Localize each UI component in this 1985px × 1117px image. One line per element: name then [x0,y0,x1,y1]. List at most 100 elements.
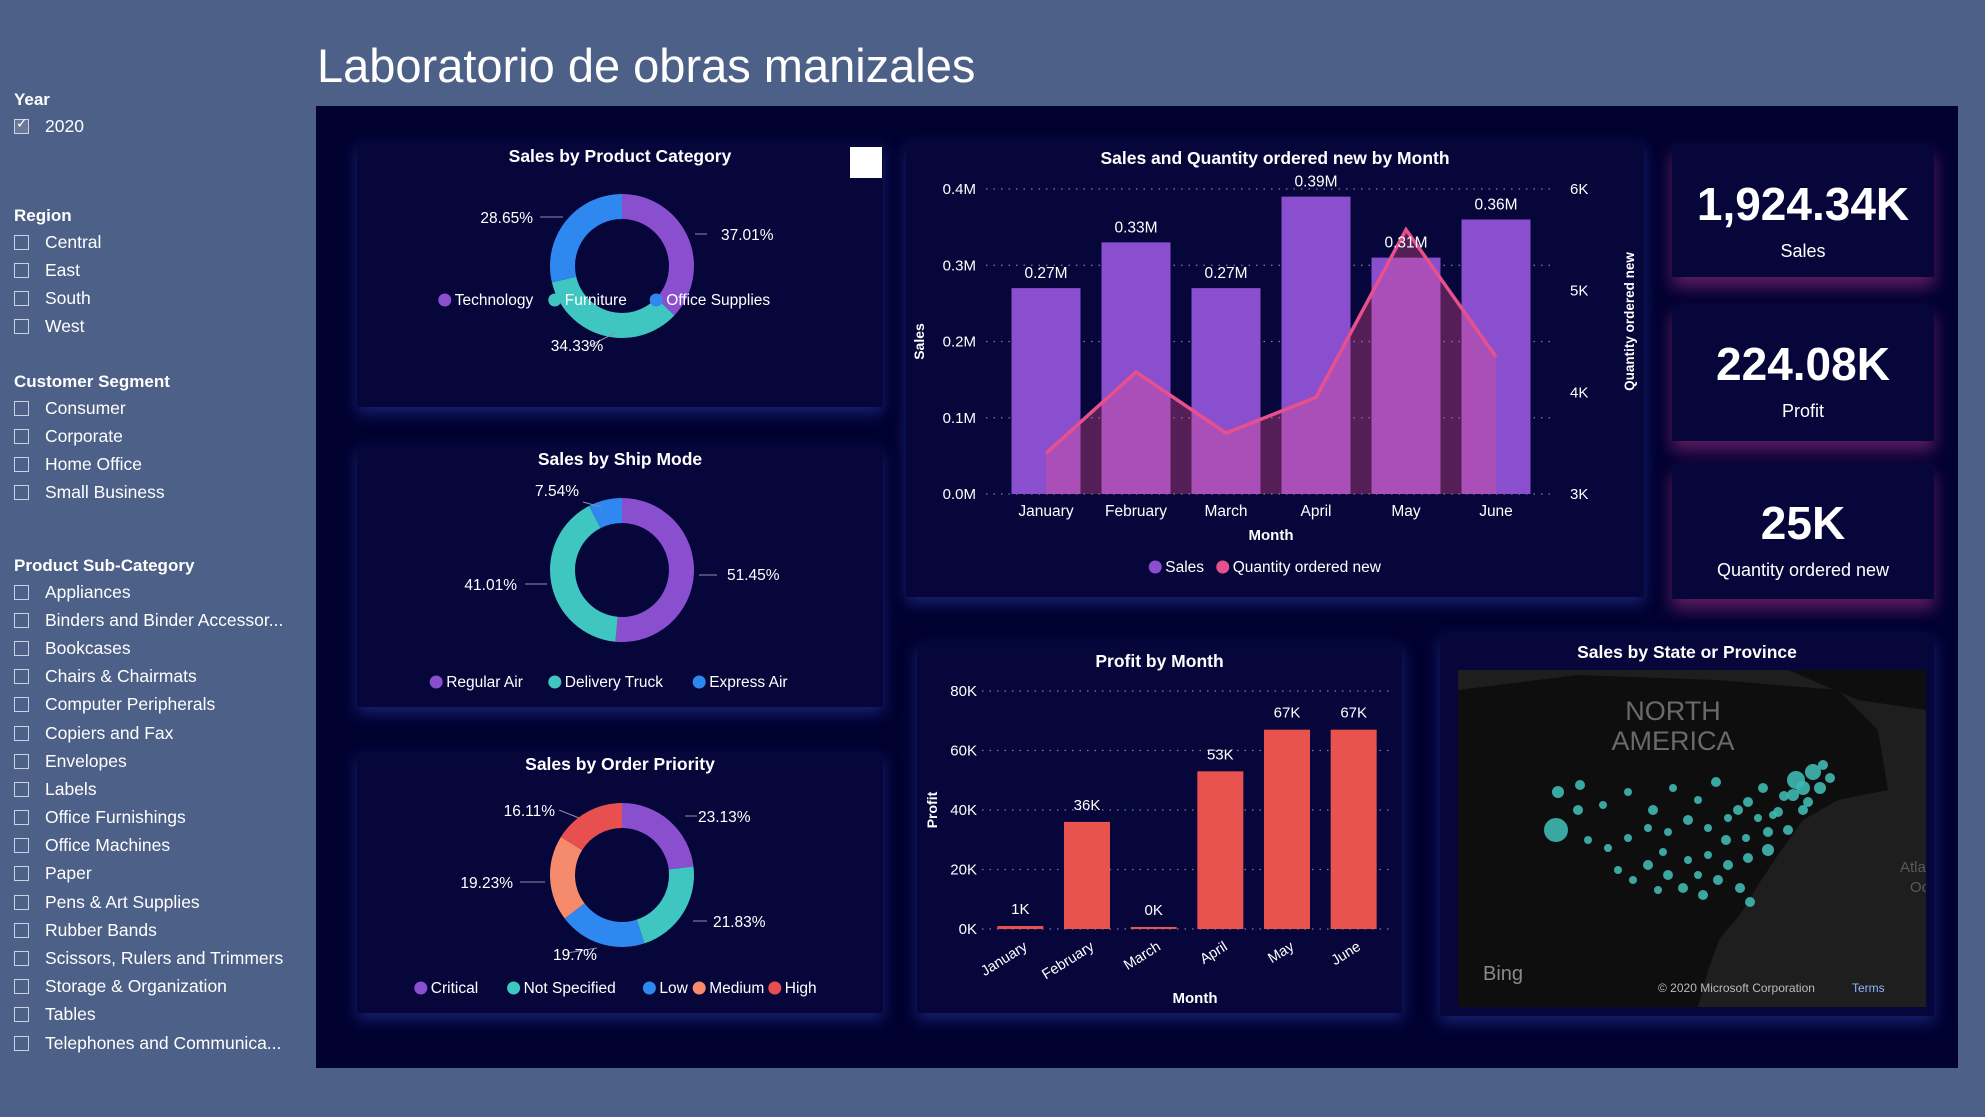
map-bubble[interactable] [1644,824,1652,832]
checkbox[interactable] [14,456,29,472]
slicer-option[interactable]: Chairs & Chairmats [14,663,304,691]
map-bubble[interactable] [1599,801,1607,809]
map-bubble[interactable] [1704,824,1712,832]
checkbox[interactable] [14,1035,29,1051]
checkbox[interactable] [14,725,29,741]
donut-slice[interactable] [549,836,585,919]
checkbox[interactable] [14,866,29,882]
map-terms-link[interactable]: Terms [1852,981,1885,995]
map-bubble[interactable] [1713,875,1723,885]
slicer-option[interactable]: Pens & Art Supplies [14,888,304,916]
checkbox[interactable] [14,753,29,769]
bar-sales[interactable] [1011,288,1081,494]
donut-slice[interactable] [551,276,675,338]
checkbox[interactable] [14,234,29,250]
map-bubble[interactable] [1575,780,1585,790]
slicer-option[interactable]: Corporate [14,422,304,450]
slicer-option[interactable]: Office Machines [14,832,304,860]
bar-profit[interactable] [1064,821,1110,929]
bar-profit[interactable] [1130,927,1177,929]
map-bubble[interactable] [1552,786,1564,798]
map-bubble[interactable] [1669,784,1677,792]
map-bubble[interactable] [1825,773,1835,783]
focus-mode-button[interactable] [850,147,882,178]
map-bubble[interactable] [1743,853,1753,863]
bar-sales[interactable] [1191,288,1261,494]
map-bubble[interactable] [1694,796,1702,804]
checkbox[interactable] [14,262,29,278]
donut-slice[interactable] [550,505,618,642]
checkbox[interactable] [14,290,29,306]
checkbox[interactable] [14,979,29,995]
map-bubble[interactable] [1758,783,1768,793]
slicer-option[interactable]: Envelopes [14,747,304,775]
donut-slice[interactable] [615,498,695,642]
bar-profit[interactable] [1197,771,1244,929]
checkbox[interactable] [14,697,29,713]
slicer-option[interactable]: West [14,313,304,341]
map-bubble[interactable] [1664,828,1672,836]
map-bubble[interactable] [1814,782,1826,794]
map-bubble[interactable] [1745,897,1755,907]
slicer-option[interactable]: Office Furnishings [14,804,304,832]
map-bubble[interactable] [1694,871,1702,879]
bar-profit[interactable] [1330,729,1377,929]
map-bubble[interactable] [1769,811,1777,819]
map-bubble[interactable] [1654,886,1662,894]
map-bubble[interactable] [1762,844,1774,856]
slicer-option[interactable]: Telephones and Communica... [14,1029,304,1057]
map-bubble[interactable] [1798,805,1808,815]
map-bubble[interactable] [1733,805,1743,815]
map-bubble[interactable] [1724,814,1732,822]
map-visual[interactable]: NORTH AMERICA Atla Oc Bing © 2020 Micros… [1458,670,1926,1007]
map-bubble[interactable] [1818,760,1828,770]
donut-slice[interactable] [560,803,622,851]
checkbox[interactable] [14,400,29,416]
bar-sales[interactable] [1371,257,1441,494]
map-bubble[interactable] [1544,818,1568,842]
slicer-option[interactable]: Binders and Binder Accessor... [14,606,304,634]
map-bubble[interactable] [1698,890,1708,900]
slicer-option[interactable]: South [14,284,304,312]
map-bubble[interactable] [1614,866,1622,874]
map-bubble[interactable] [1663,870,1673,880]
checkbox[interactable] [14,810,29,826]
checkbox[interactable] [14,612,29,628]
map-bubble[interactable] [1787,789,1799,801]
slicer-option[interactable]: Computer Peripherals [14,691,304,719]
map-bubble[interactable] [1743,797,1753,807]
checkbox[interactable] [14,838,29,854]
bar-sales[interactable] [1281,196,1351,494]
bar-profit[interactable] [997,926,1044,929]
map-bubble[interactable] [1803,797,1813,807]
slicer-option[interactable]: East [14,256,304,284]
slicer-option[interactable]: Copiers and Fax [14,719,304,747]
donut-slice[interactable] [564,903,645,948]
checkbox[interactable] [14,485,29,501]
checkbox[interactable] [14,894,29,910]
map-bubble[interactable] [1684,856,1692,864]
map-bubble[interactable] [1683,815,1693,825]
checkbox[interactable] [14,951,29,967]
map-bubble[interactable] [1711,777,1721,787]
donut-slice[interactable] [622,194,694,316]
map-bubble[interactable] [1779,791,1789,801]
map-bubble[interactable] [1721,835,1731,845]
map-bubble[interactable] [1678,883,1688,893]
slicer-option[interactable]: Small Business [14,479,304,507]
map-bubble[interactable] [1763,827,1773,837]
slicer-option[interactable]: Bookcases [14,634,304,662]
checkbox[interactable] [14,781,29,797]
checkbox[interactable] [14,428,29,444]
slicer-option[interactable]: Consumer [14,394,304,422]
slicer-option[interactable]: Scissors, Rulers and Trimmers [14,944,304,972]
slicer-option[interactable]: Storage & Organization [14,973,304,1001]
checkbox[interactable] [14,640,29,656]
map-bubble[interactable] [1796,781,1810,795]
donut-slice[interactable] [636,866,694,944]
checkbox[interactable] [14,116,29,134]
map-bubble[interactable] [1704,851,1712,859]
map-bubble[interactable] [1624,834,1632,842]
map-bubble[interactable] [1783,825,1793,835]
donut-slice[interactable] [622,803,694,870]
